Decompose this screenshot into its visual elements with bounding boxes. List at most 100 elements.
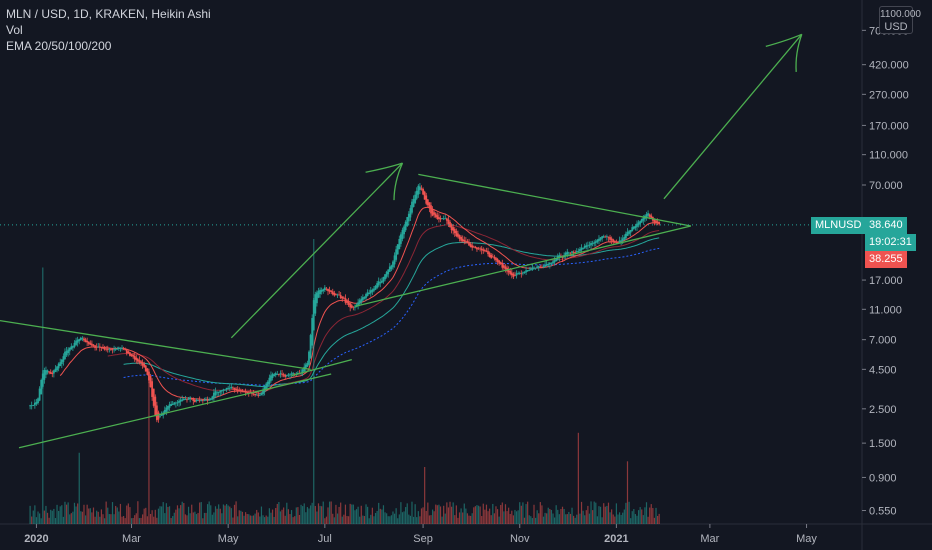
volume-bar	[173, 512, 175, 524]
candle-body	[352, 306, 355, 308]
volume-bar	[81, 511, 83, 524]
volume-bar	[405, 507, 407, 524]
volume-bar	[324, 518, 326, 524]
volume-bar	[276, 503, 278, 524]
volume-bar	[465, 508, 467, 524]
candle-body	[415, 190, 418, 199]
candle-body	[585, 245, 588, 248]
volume-bar	[111, 502, 114, 524]
candle-body	[449, 221, 451, 228]
volume-bar	[170, 518, 172, 524]
currency-button[interactable]: 1100.000 USD	[879, 6, 921, 34]
volume-bar	[611, 509, 613, 524]
volume-bar	[349, 503, 351, 524]
volume-bar	[360, 505, 362, 524]
candle-body	[407, 213, 410, 222]
candle-body	[610, 238, 613, 241]
candle-body	[545, 264, 548, 266]
volume-bar	[233, 504, 236, 524]
candle-body	[552, 261, 554, 264]
candle-body	[76, 339, 79, 343]
volume-bar	[557, 509, 559, 524]
volume-bar	[156, 517, 158, 524]
ema-indicator-label[interactable]: EMA 20/50/100/200	[6, 39, 112, 53]
candle-body	[333, 292, 336, 296]
volume-bar	[390, 515, 392, 524]
volume-bar	[195, 514, 198, 524]
volume-bar	[481, 516, 483, 524]
volume-bar	[641, 509, 643, 524]
volume-indicator-label[interactable]: Vol	[6, 23, 23, 37]
candle-body	[474, 246, 477, 249]
volume-bar	[379, 508, 381, 524]
candle-body	[442, 218, 445, 220]
volume-bar	[200, 502, 202, 524]
candle-body	[539, 266, 542, 268]
candle-body	[430, 205, 432, 214]
candle-body	[135, 357, 138, 361]
volume-bar	[219, 508, 221, 524]
volume-bar	[408, 514, 410, 524]
volume-bar	[121, 516, 123, 524]
candle-body	[634, 225, 637, 228]
volume-bar	[373, 516, 375, 524]
volume-bar	[498, 516, 500, 524]
volume-bar	[102, 514, 104, 524]
candle-body	[650, 215, 653, 219]
candle-body	[92, 344, 95, 346]
candle-body	[320, 289, 323, 292]
candle-body	[184, 399, 187, 400]
volume-bar	[122, 516, 125, 524]
candle-body	[198, 400, 201, 402]
volume-bar	[77, 503, 79, 524]
volume-bar	[232, 517, 234, 524]
candle-body	[553, 260, 556, 263]
candle-body	[194, 399, 196, 403]
volume-bar	[246, 514, 248, 524]
candle-body	[593, 242, 596, 244]
volume-bar	[64, 501, 66, 524]
volume-bar	[284, 515, 286, 524]
candle-body	[171, 403, 174, 405]
volume-bar	[172, 516, 174, 524]
volume-bar	[393, 513, 396, 524]
volume-bar	[142, 514, 144, 524]
candle-body	[529, 269, 532, 271]
volume-bar	[118, 511, 120, 524]
candle-body	[243, 391, 245, 393]
candle-body	[46, 370, 49, 373]
candle-body	[631, 227, 634, 232]
volume-bar	[601, 517, 603, 524]
candle-body	[382, 276, 385, 282]
volume-bar	[447, 507, 450, 524]
volume-bar	[403, 511, 405, 524]
volume-bar	[45, 505, 47, 524]
candle-body	[54, 368, 57, 372]
volume-bar	[83, 504, 85, 524]
y-tick-label: 70.000	[869, 180, 903, 192]
candle-body	[319, 289, 321, 295]
candle-body	[363, 296, 366, 299]
volume-bar	[544, 512, 546, 524]
symbol-title[interactable]: MLN / USD, 1D, KRAKEN, Heikin Ashi	[6, 7, 211, 21]
volume-bar	[444, 513, 446, 524]
candle-body	[100, 347, 103, 348]
y-tick-label: 170.000	[869, 120, 909, 132]
volume-bar	[553, 517, 556, 524]
volume-bar	[305, 512, 307, 524]
volume-bar	[62, 516, 64, 524]
volume-bar	[252, 515, 255, 524]
volume-bar	[94, 516, 96, 524]
candle-body	[192, 398, 195, 402]
candle-body	[152, 388, 155, 406]
volume-bar	[181, 501, 183, 524]
candle-body	[239, 390, 242, 391]
candle-body	[491, 256, 494, 258]
top-price-label: 1100.000	[880, 9, 921, 20]
candle-body	[342, 297, 345, 299]
volume-bar	[574, 517, 576, 524]
volume-bar	[86, 504, 88, 524]
volume-bar	[88, 508, 90, 524]
candle-body	[392, 261, 394, 268]
